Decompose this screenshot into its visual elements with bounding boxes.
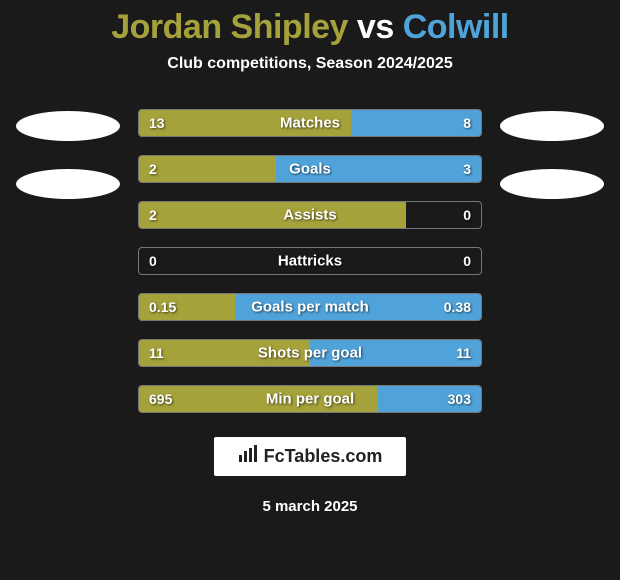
stat-bar: Shots per goal 11 11	[138, 339, 482, 367]
bar-value-left: 2	[149, 161, 157, 177]
bar-value-left: 695	[149, 391, 172, 407]
stat-bar: Assists 2 0	[138, 201, 482, 229]
container: Jordan Shipley vs Colwill Club competiti…	[0, 0, 620, 580]
right-ellipse-2	[500, 169, 604, 199]
comparison-bars: Matches 13 8 Goals 2 3 Assists 2 0 Hattricks 0 0 Goa…	[138, 109, 482, 413]
main-row: Matches 13 8 Goals 2 3 Assists 2 0 Hattricks 0 0 Goa…	[0, 109, 620, 413]
bar-label: Goals per match	[251, 299, 369, 316]
left-decoration-column	[16, 109, 120, 199]
bar-value-left: 13	[149, 115, 165, 131]
subtitle: Club competitions, Season 2024/2025	[167, 55, 452, 73]
bar-label: Matches	[280, 115, 340, 132]
title-player2: Colwill	[403, 8, 509, 46]
left-ellipse-2	[16, 169, 120, 199]
brand-text: FcTables.com	[264, 446, 383, 467]
stat-bar: Goals 2 3	[138, 155, 482, 183]
title-player1: Jordan Shipley	[111, 8, 348, 46]
chart-icon	[238, 445, 258, 468]
brand-box: FcTables.com	[214, 437, 407, 476]
bar-fill-left	[139, 202, 406, 228]
title-vs: vs	[357, 8, 394, 46]
right-ellipse-1	[500, 111, 604, 141]
bar-value-right: 0	[463, 253, 471, 269]
bar-value-right: 303	[448, 391, 471, 407]
bar-value-right: 8	[463, 115, 471, 131]
left-ellipse-1	[16, 111, 120, 141]
bar-label: Assists	[283, 207, 336, 224]
stat-bar: Hattricks 0 0	[138, 247, 482, 275]
page-title: Jordan Shipley vs Colwill	[111, 8, 509, 47]
bar-value-left: 0.15	[149, 299, 176, 315]
bar-fill-left	[139, 156, 276, 182]
bar-fill-right	[351, 110, 481, 136]
bar-label: Goals	[289, 161, 331, 178]
stat-bar: Min per goal 695 303	[138, 385, 482, 413]
date-text: 5 march 2025	[262, 498, 357, 515]
bar-value-right: 3	[463, 161, 471, 177]
stat-bar: Matches 13 8	[138, 109, 482, 137]
bar-label: Shots per goal	[258, 345, 362, 362]
bar-label: Hattricks	[278, 253, 342, 270]
bar-value-left: 0	[149, 253, 157, 269]
right-decoration-column	[500, 109, 604, 199]
bar-label: Min per goal	[266, 391, 354, 408]
stat-bar: Goals per match 0.15 0.38	[138, 293, 482, 321]
bar-value-right: 0	[463, 207, 471, 223]
bar-value-left: 2	[149, 207, 157, 223]
bar-value-left: 11	[149, 345, 164, 361]
bar-value-right: 0.38	[444, 299, 471, 315]
bar-value-right: 11	[456, 345, 471, 361]
